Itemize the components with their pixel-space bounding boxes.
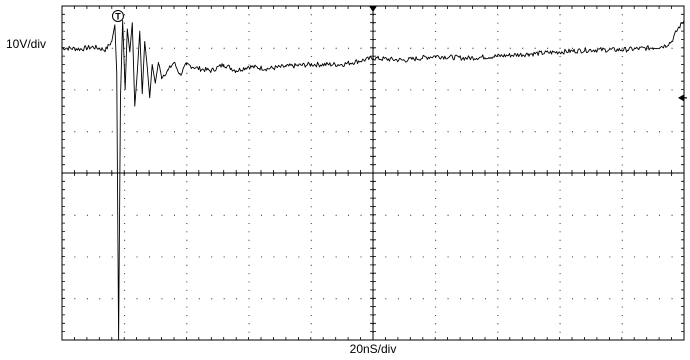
waveform-trace <box>61 20 685 341</box>
horizontal-position-arrow-icon <box>369 6 377 12</box>
trace-line <box>61 20 685 341</box>
trigger-level-arrow-icon <box>678 94 687 102</box>
trigger-marker-label: T <box>115 12 121 22</box>
graticule-dots <box>62 6 673 333</box>
vertical-scale-label: 10V/div <box>6 37 46 51</box>
graticule <box>61 5 685 341</box>
horizontal-scale-label: 20nS/div <box>350 342 397 356</box>
markers: T <box>111 6 687 102</box>
trigger-position-marker: T <box>111 10 124 22</box>
